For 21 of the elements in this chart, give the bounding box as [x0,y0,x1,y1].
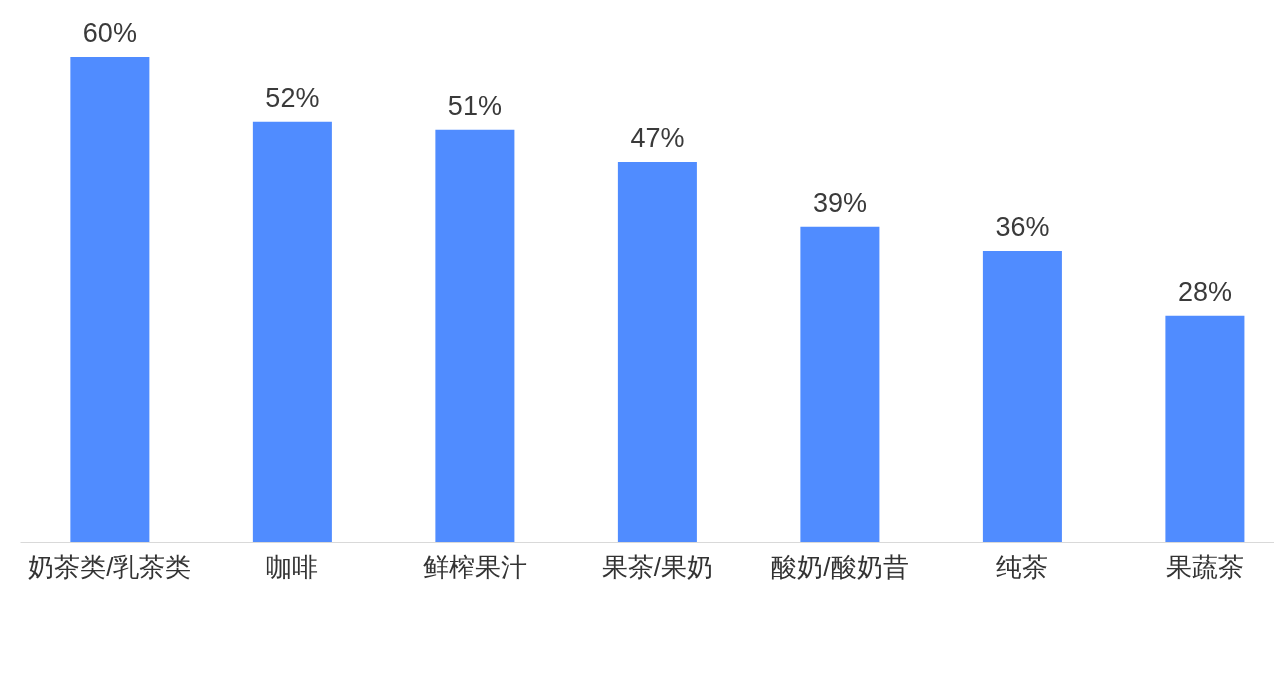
data-label: 60% [82,18,137,48]
data-label: 47% [630,123,685,154]
bar [617,162,697,542]
bar [252,121,332,542]
bar [435,129,515,542]
data-label: 52% [265,82,320,113]
x-tick-label: 果茶/果奶 [601,551,714,582]
x-tick-label: 咖啡 [266,551,319,582]
bar [1165,315,1245,542]
bar [800,226,880,542]
bar [70,57,150,542]
x-tick-label: 纯茶 [996,551,1049,582]
x-tick-label: 酸奶/酸奶昔 [771,551,909,582]
x-tick-label: 果蔬茶 [1165,551,1244,582]
data-label: 51% [447,90,502,121]
bar [982,251,1062,542]
data-label: 39% [812,187,867,218]
data-label: 36% [995,212,1050,242]
x-tick-label: 奶茶类/乳茶类 [28,551,192,582]
x-tick-label: 鲜榨果汁 [422,551,527,582]
data-label: 28% [1177,276,1232,307]
